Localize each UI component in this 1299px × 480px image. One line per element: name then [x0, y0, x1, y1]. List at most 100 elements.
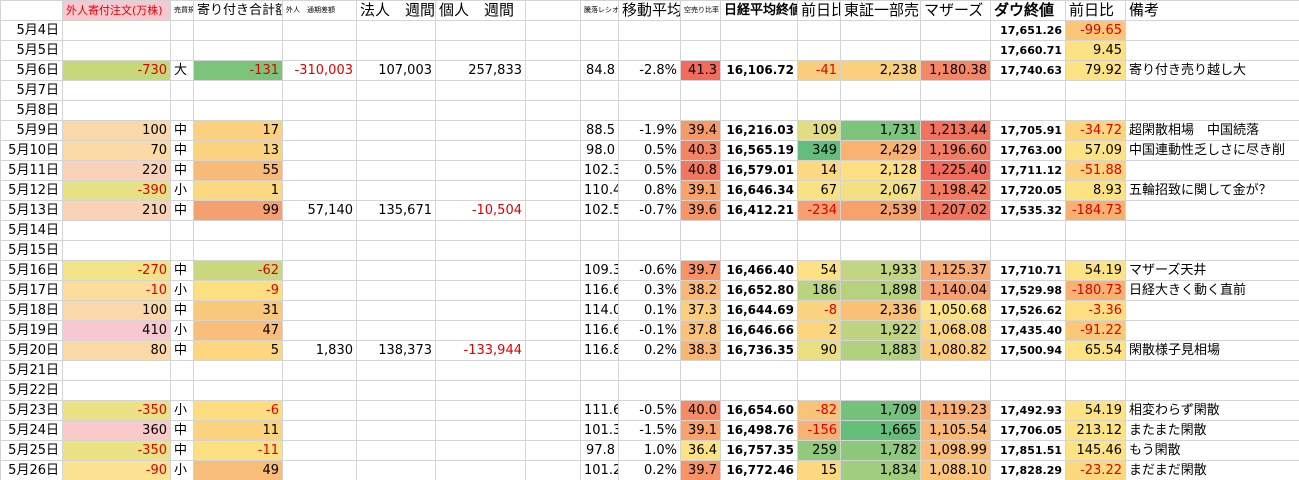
cell	[720, 100, 798, 121]
cell: 138,373	[356, 340, 436, 361]
cell: 五輪招致に関して金が？	[1125, 180, 1299, 201]
cell	[282, 400, 357, 421]
cell	[720, 40, 798, 61]
cell: -234	[797, 200, 841, 221]
cell: 2,238	[840, 60, 921, 81]
cell: 135,671	[356, 200, 436, 221]
cell: 38.3	[680, 340, 721, 361]
cell	[282, 240, 357, 261]
cell: 中	[170, 440, 194, 461]
cell	[580, 80, 619, 101]
column-header: 個人 週間	[435, 0, 526, 21]
column-header: 移動平均	[618, 0, 681, 21]
cell: 17,706.05	[990, 420, 1066, 441]
cell	[193, 20, 283, 41]
date-cell: 5月4日	[0, 20, 63, 41]
cell	[1125, 80, 1299, 101]
data-row: 5月10日 70 中 13 98.0 0.5% 40.3 16,565.19 349 2,429 1…	[0, 140, 1299, 161]
column-header: 前日比	[797, 0, 841, 21]
column-header	[525, 0, 581, 21]
cell: 57,140	[282, 200, 357, 221]
cell	[797, 40, 841, 61]
cell	[282, 280, 357, 301]
cell: 54.19	[1065, 260, 1126, 281]
data-row: 5月23日 -350 小 -6 111.6 -0.5% 40.0 16,654.60 -82 1,…	[0, 400, 1299, 421]
cell	[990, 380, 1066, 401]
cell: 210	[62, 200, 171, 221]
cell: 9.45	[1065, 40, 1126, 61]
cell	[680, 20, 721, 41]
cell	[797, 220, 841, 241]
cell: 39.7	[680, 260, 721, 281]
column-header	[0, 0, 63, 21]
cell: 39.4	[680, 120, 721, 141]
cell: -156	[797, 420, 841, 441]
cell: 55	[193, 160, 283, 181]
cell: 90	[797, 340, 841, 361]
column-header: 外人寄付注文(万株)	[62, 0, 171, 21]
data-row: 5月19日 410 小 47 116.6 -0.1% 37.8 16,646.66 2 1,922…	[0, 320, 1299, 341]
cell: 16,736.35	[720, 340, 798, 361]
cell	[193, 220, 283, 241]
cell: 17,529.98	[990, 280, 1066, 301]
cell: 100	[62, 120, 171, 141]
cell	[435, 300, 526, 321]
cell: 閑散様子見相場	[1125, 340, 1299, 361]
cell: 47	[193, 320, 283, 341]
cell	[990, 220, 1066, 241]
cell	[356, 300, 436, 321]
cell	[282, 180, 357, 201]
cell	[840, 380, 921, 401]
cell	[920, 80, 991, 101]
cell	[193, 80, 283, 101]
cell: 1.0%	[618, 440, 681, 461]
cell: -34.72	[1065, 120, 1126, 141]
cell	[356, 400, 436, 421]
cell: 37.3	[680, 300, 721, 321]
cell: 186	[797, 280, 841, 301]
cell: もう閑散	[1125, 440, 1299, 461]
cell	[680, 220, 721, 241]
cell: 2,539	[840, 200, 921, 221]
column-header: 寄り付き合計額(億)	[193, 0, 283, 21]
cell	[525, 300, 581, 321]
cell	[282, 160, 357, 181]
cell	[920, 360, 991, 381]
cell: 16,646.34	[720, 180, 798, 201]
cell: 0.8%	[618, 180, 681, 201]
cell	[1065, 80, 1126, 101]
cell	[435, 460, 526, 480]
cell: 2,128	[840, 160, 921, 181]
column-header: 売買規模	[170, 0, 194, 21]
cell: 1,119.23	[920, 400, 991, 421]
cell: 小	[170, 400, 194, 421]
cell: -0.1%	[618, 320, 681, 341]
cell: 114.0	[580, 300, 619, 321]
cell: 116.6	[580, 280, 619, 301]
cell	[525, 460, 581, 480]
cell: 17,651.26	[990, 20, 1066, 41]
cell	[525, 260, 581, 281]
cell	[435, 280, 526, 301]
cell: 17,660.71	[990, 40, 1066, 61]
cell	[720, 380, 798, 401]
cell: -1.5%	[618, 420, 681, 441]
cell	[435, 80, 526, 101]
cell	[720, 360, 798, 381]
column-header: 外人 通期差額	[282, 0, 357, 21]
cell	[1125, 40, 1299, 61]
cell	[580, 100, 619, 121]
cell: 1	[193, 180, 283, 201]
cell	[356, 360, 436, 381]
cell	[525, 280, 581, 301]
cell: 17,535.32	[990, 200, 1066, 221]
cell	[580, 240, 619, 261]
cell	[680, 380, 721, 401]
cell: 145.46	[1065, 440, 1126, 461]
cell: 1,665	[840, 420, 921, 441]
cell: 16,644.69	[720, 300, 798, 321]
cell	[920, 40, 991, 61]
cell: 16,579.01	[720, 160, 798, 181]
cell	[62, 100, 171, 121]
